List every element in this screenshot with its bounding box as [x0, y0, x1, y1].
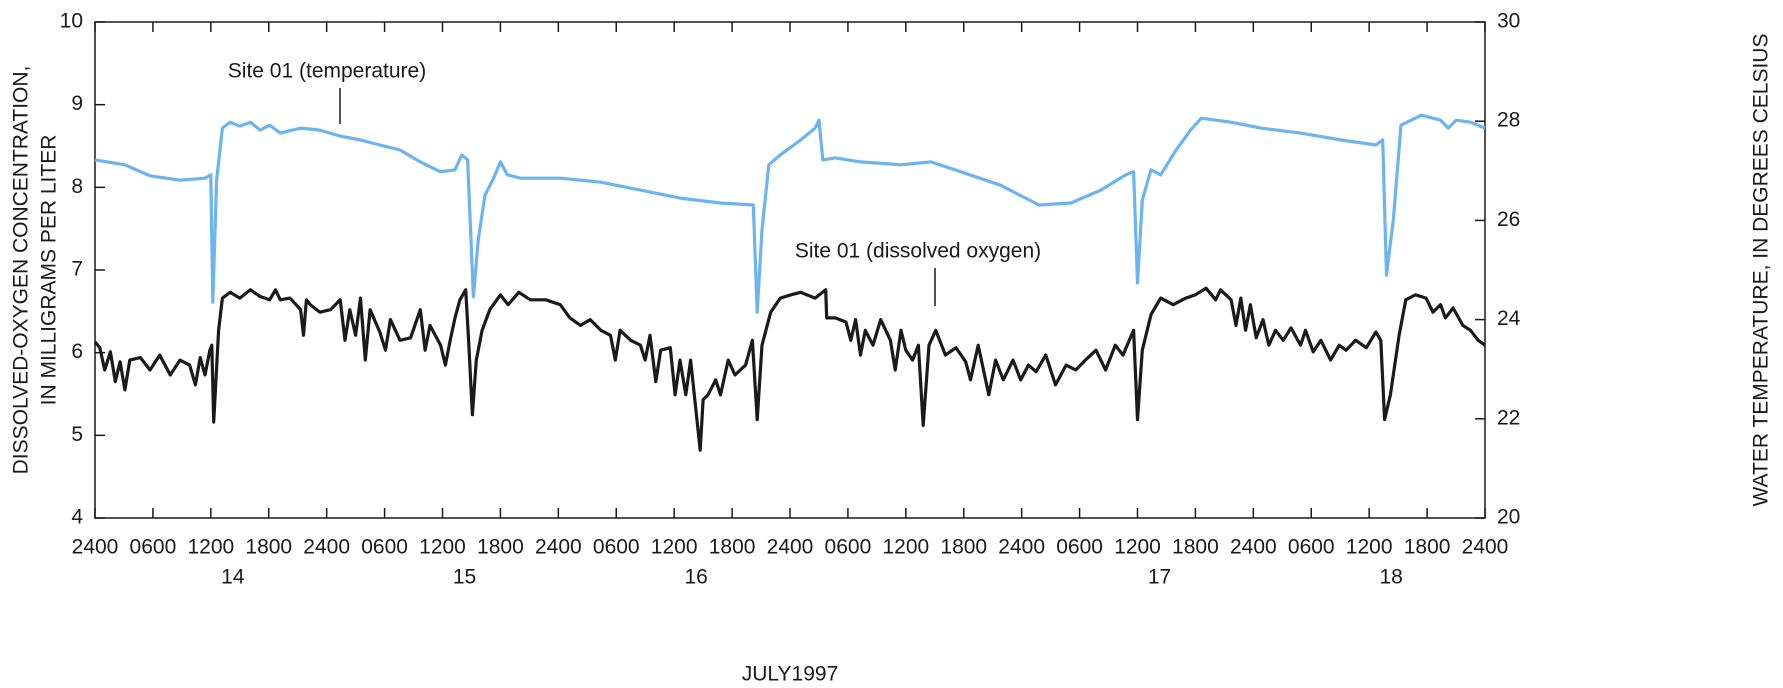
x-tick-label: 1200: [419, 536, 466, 559]
y-tick-label: 4: [71, 506, 83, 529]
x-tick-label: 1800: [245, 536, 292, 559]
x-tick-label: 1800: [940, 536, 987, 559]
day-label: 17: [1148, 566, 1171, 589]
day-label: 14: [221, 566, 245, 589]
series-line: [93, 286, 1486, 452]
y2-tick-label: 26: [1497, 208, 1520, 231]
x-tick-label: 1200: [187, 536, 234, 559]
x-tick-label: 1200: [882, 536, 929, 559]
x-tick-label: 1800: [1172, 536, 1219, 559]
series-annotation: Site 01 (dissolved oxygen): [795, 240, 1041, 263]
x-tick-label: 0600: [361, 536, 408, 559]
x-tick-label: 0600: [1056, 536, 1103, 559]
y2-tick-label: 20: [1497, 506, 1520, 529]
day-label: 16: [684, 566, 707, 589]
x-tick-label: 2400: [72, 536, 119, 559]
y2-tick-label: 22: [1497, 406, 1520, 429]
y-tick-label: 8: [71, 175, 83, 198]
x-tick-label: 1200: [1346, 536, 1393, 559]
x-tick-label: 1200: [651, 536, 698, 559]
series-annotation: Site 01 (temperature): [228, 60, 426, 83]
x-tick-label: 2400: [303, 536, 350, 559]
y-tick-label: 9: [71, 92, 83, 115]
x-tick-label: 1800: [1404, 536, 1451, 559]
x-tick-label: 2400: [767, 536, 814, 559]
x-tick-label: 0600: [825, 536, 872, 559]
y2-axis-label: WATER TEMPERATURE, IN DEGREES CELSIUS: [1750, 34, 1773, 507]
x-tick-label: 1800: [477, 536, 524, 559]
x-tick-label: 2400: [1462, 536, 1509, 559]
x-axis-label: JULY1997: [742, 663, 839, 686]
y-tick-label: 6: [71, 340, 83, 363]
y-axis-label: DISSOLVED-OXYGEN CONCENTRATION,: [10, 66, 33, 475]
x-tick-label: 0600: [1288, 536, 1335, 559]
y-tick-label: 5: [71, 423, 83, 446]
y2-tick-label: 24: [1497, 307, 1521, 330]
y-tick-label: 7: [71, 258, 83, 281]
x-tick-label: 0600: [130, 536, 177, 559]
x-tick-label: 2400: [998, 536, 1045, 559]
x-tick-label: 0600: [593, 536, 640, 559]
x-tick-label: 2400: [1230, 536, 1277, 559]
x-tick-label: 2400: [535, 536, 582, 559]
y-tick-label: 10: [60, 10, 83, 33]
plot-frame: [94, 21, 1486, 519]
y2-tick-label: 28: [1497, 109, 1520, 132]
day-label: 15: [453, 566, 476, 589]
x-tick-label: 1800: [709, 536, 756, 559]
y-axis-label: IN MILLIGRAMS PER LITER: [38, 135, 61, 406]
day-label: 18: [1379, 566, 1402, 589]
series-line: [94, 113, 1486, 314]
y2-tick-label: 30: [1497, 10, 1520, 33]
x-tick-label: 1200: [1114, 536, 1161, 559]
